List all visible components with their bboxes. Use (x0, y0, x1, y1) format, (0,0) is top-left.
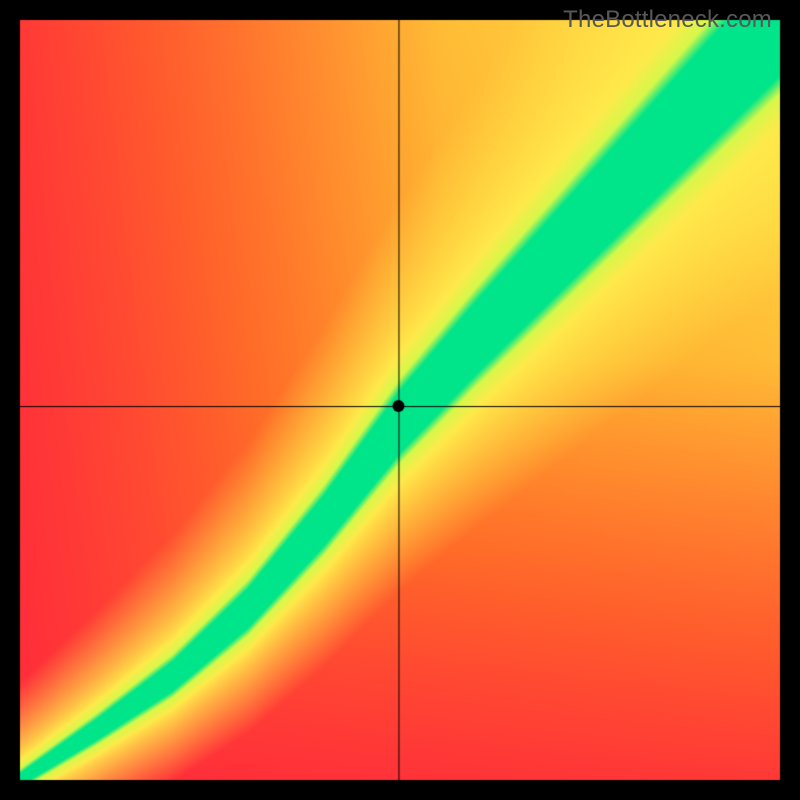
chart-container: TheBottleneck.com (0, 0, 800, 800)
heatmap-canvas (0, 0, 800, 800)
watermark-text: TheBottleneck.com (563, 6, 772, 34)
